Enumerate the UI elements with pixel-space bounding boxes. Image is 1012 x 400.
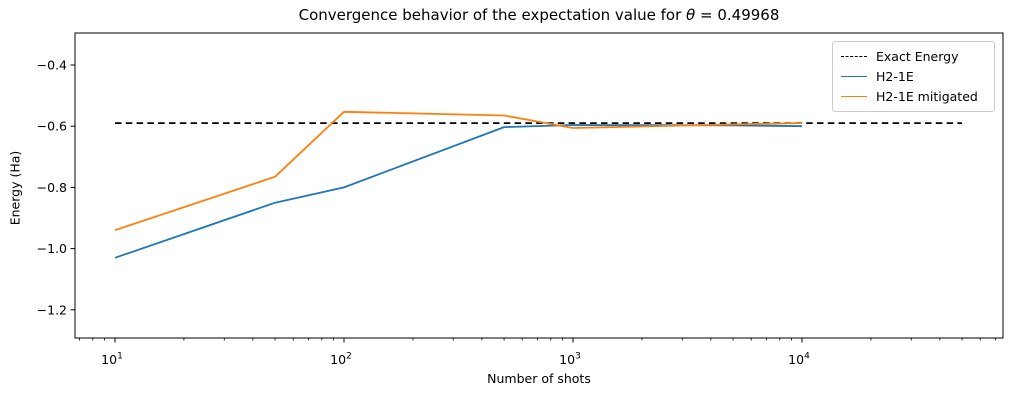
legend-orange-line-sample — [841, 95, 867, 97]
legend-label: H2-1E — [876, 68, 914, 84]
x-axis-label: Number of shots — [487, 371, 591, 386]
legend-dashed-line-sample — [841, 55, 867, 57]
x-tick-label: 103 — [559, 352, 581, 368]
legend-item-h2-1e: H2-1E — [833, 66, 994, 86]
title-prefix: Convergence behavior of the expectation … — [298, 6, 687, 24]
y-tick-label: −0.6 — [37, 119, 67, 134]
x-tick-label: 104 — [788, 352, 810, 368]
x-tick-label: 102 — [330, 352, 352, 368]
series-line-h2-1e-mitigated — [114, 110, 803, 232]
legend: Exact Energy H2-1E H2-1E mitigated — [832, 41, 995, 112]
y-tick-label: −0.8 — [37, 180, 67, 195]
y-axis-label: Energy (Ha) — [7, 150, 23, 226]
y-tick-label: −1.2 — [37, 302, 67, 317]
title-suffix: = 0.49968 — [695, 6, 780, 24]
y-tick-label: −1.0 — [37, 241, 67, 256]
chart-title: Convergence behavior of the expectation … — [75, 6, 1003, 24]
plot-frame — [74, 32, 1004, 339]
x-tick-label: 101 — [101, 352, 123, 368]
legend-label: Exact Energy — [876, 48, 959, 64]
theta-symbol: θ — [686, 6, 696, 24]
legend-item-h2-1e-mitigated: H2-1E mitigated — [833, 86, 994, 106]
series-line-h2-1e — [114, 124, 803, 259]
legend-label: H2-1E mitigated — [876, 88, 978, 104]
legend-blue-line-sample — [841, 75, 867, 77]
legend-item-exact-energy: Exact Energy — [833, 46, 994, 66]
y-tick-label: −0.4 — [37, 58, 67, 73]
